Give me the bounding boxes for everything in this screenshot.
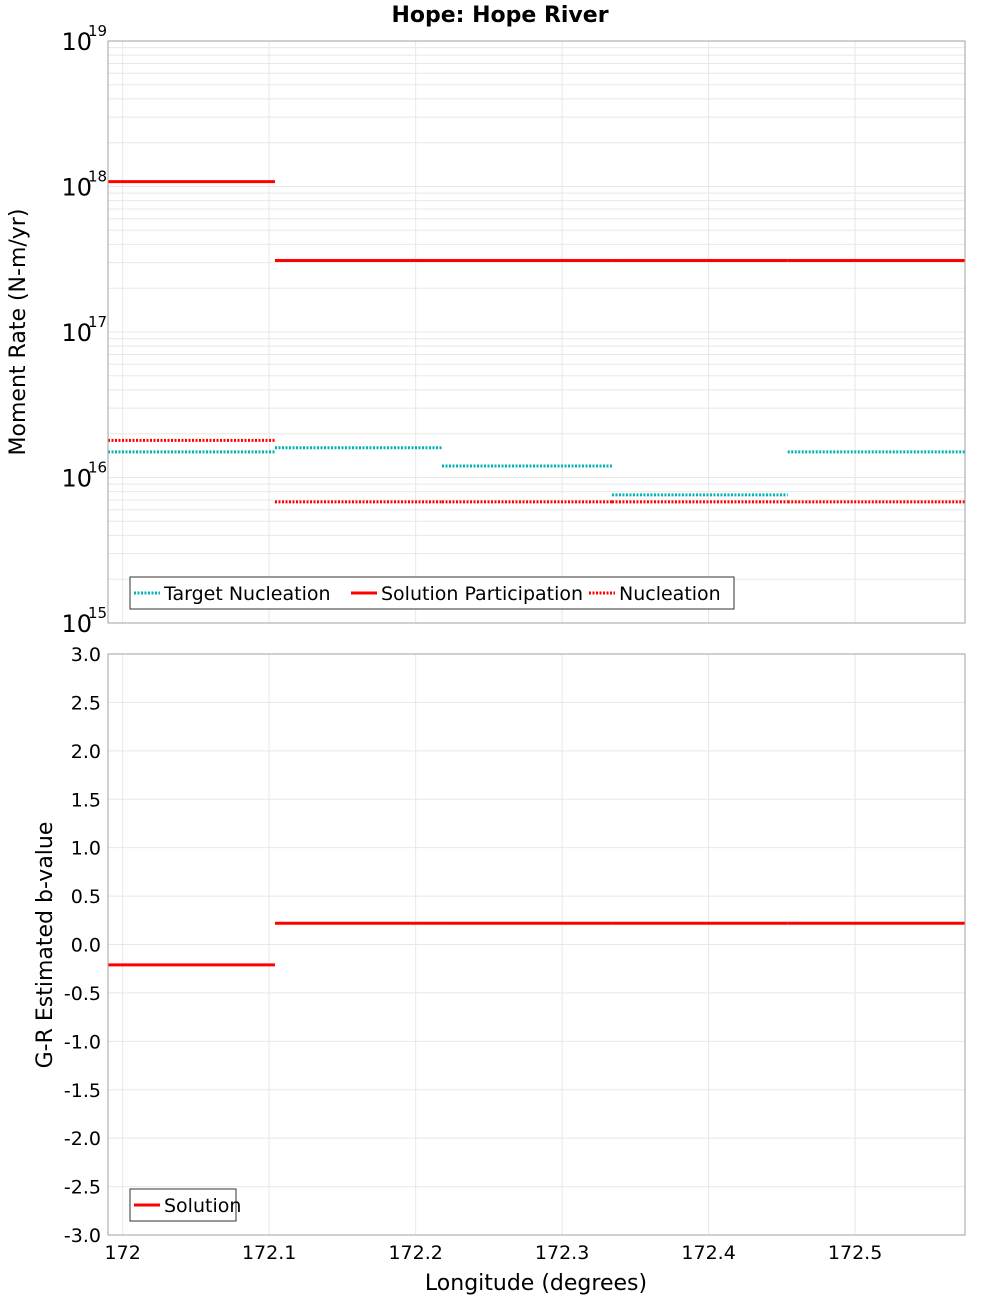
moment-rate-legend-label: Solution Participation: [381, 583, 583, 605]
b-value-y-label: G-R Estimated b-value: [33, 822, 58, 1069]
b-value-y-tick-label: 0.0: [71, 935, 101, 957]
b-value-y-tick-label: 1.0: [71, 838, 101, 860]
x-tick-label: 172.2: [388, 1242, 442, 1264]
moment-rate-frame: [107, 40, 966, 624]
moment-rate-y-tick-label: 10: [61, 174, 92, 202]
x-tick-label: 172: [105, 1242, 141, 1264]
b-value-y-tick-label: -2.0: [64, 1128, 101, 1150]
moment-rate-legend-label: Nucleation: [619, 583, 721, 605]
moment-rate-y-tick-label: 10: [61, 610, 92, 638]
b-value-y-tick-label: -2.5: [64, 1177, 101, 1199]
b-value-legend: Solution: [129, 1188, 241, 1222]
x-ticks: 172 172.1 172.2 172.3 172.4 172.5: [105, 1242, 883, 1264]
b-value-y-tick-label: -1.5: [64, 1080, 101, 1102]
x-tick-label: 172.4: [681, 1242, 735, 1264]
moment-rate-y-tick-exponent: 15: [88, 604, 107, 622]
x-tick-label: 172.1: [242, 1242, 296, 1264]
x-tick-label: 172.5: [828, 1242, 882, 1264]
b-value-y-tick-label: 0.5: [71, 886, 101, 908]
moment-rate-y-tick-exponent: 16: [88, 459, 107, 477]
moment-rate-series: [108, 180, 965, 504]
b-value-y-tick-label: -3.0: [64, 1225, 101, 1247]
x-axis-label: Longitude (degrees): [425, 1271, 647, 1296]
moment-rate-y-tick-label: 10: [61, 465, 92, 493]
b-value-frame: [107, 653, 966, 1236]
moment-rate-legend-box: [129, 576, 735, 610]
moment-rate-y-tick-exponent: 17: [88, 313, 107, 331]
moment-rate-legend-label: Target Nucleation: [163, 583, 331, 605]
b-value-y-tick-label: -1.0: [64, 1031, 101, 1053]
b-value-y-tick-label: 1.5: [71, 789, 101, 811]
b-value-legend-label: Solution: [164, 1195, 241, 1217]
moment-rate-legend: Target Nucleation Solution Participation N…: [129, 576, 735, 610]
b-value-y-tick-label: 3.0: [71, 644, 101, 666]
b-value-y-ticks: 3.0 2.5 2.0 1.5 1.0 0.5 0.0 -0.5 -1.0 -1.5 -2.0 -2.…: [64, 644, 101, 1247]
moment-rate-y-tick-exponent: 19: [88, 22, 107, 40]
moment-rate-y-label: Moment Rate (N-m/yr): [6, 209, 31, 456]
chart-title: Hope: Hope River: [391, 3, 608, 28]
moment-rate-y-tick-label: 10: [61, 319, 92, 347]
moment-rate-grid: [108, 41, 965, 624]
moment-rate-y-tick-label: 10: [61, 28, 92, 56]
b-value-y-tick-label: -0.5: [64, 983, 101, 1005]
b-value-y-tick-label: 2.5: [71, 692, 101, 714]
b-value-panel: 3.0 2.5 2.0 1.5 1.0 0.5 0.0 -0.5 -1.0 -1.5 -2.0 -2.…: [33, 644, 966, 1296]
b-value-y-tick-label: 2.0: [71, 741, 101, 763]
x-tick-label: 172.3: [535, 1242, 589, 1264]
b-value-series: [108, 921, 965, 967]
moment-rate-y-tick-exponent: 18: [88, 168, 107, 186]
